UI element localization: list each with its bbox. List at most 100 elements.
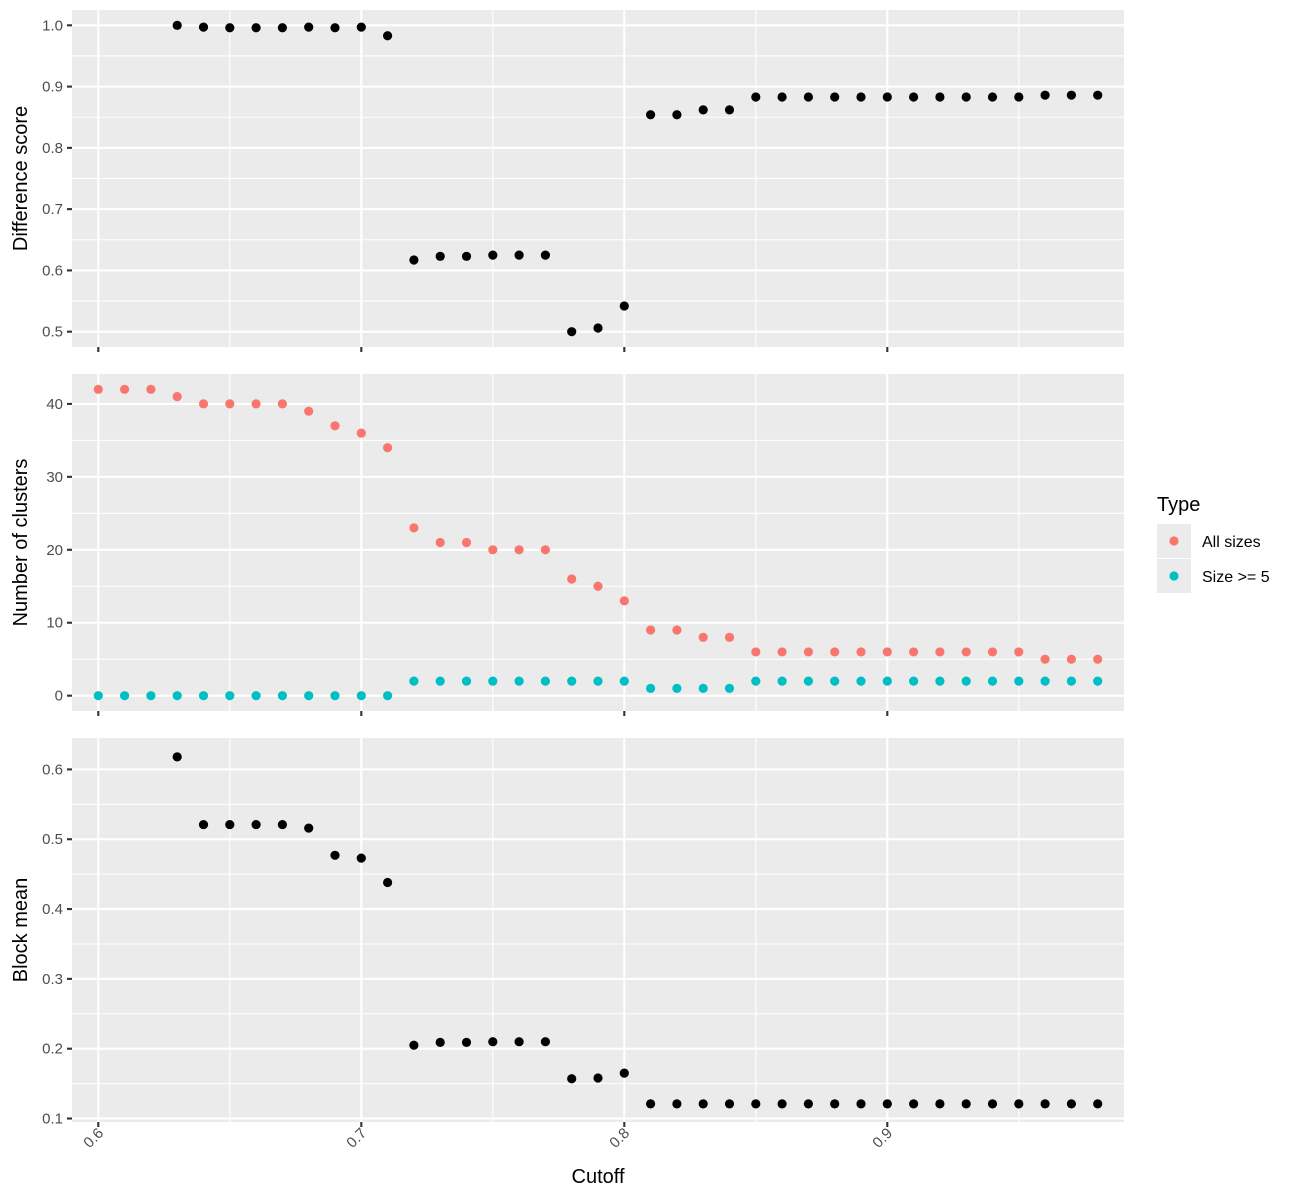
data-point: [514, 1037, 524, 1047]
data-point: [435, 676, 445, 686]
y-axis-title: Block mean: [10, 878, 32, 983]
data-point: [698, 632, 708, 642]
data-point: [409, 523, 419, 533]
data-point: [435, 1037, 445, 1048]
x-tick-label: 0.6: [80, 1125, 107, 1152]
data-point: [172, 752, 182, 762]
legend-label-all-sizes: All sizes: [1202, 534, 1261, 551]
data-point: [251, 23, 261, 33]
data-point: [383, 691, 393, 701]
data-point: [330, 421, 340, 431]
data-point: [882, 676, 892, 686]
legend-key-size-ge-5: [1169, 571, 1179, 581]
data-point: [488, 1037, 498, 1047]
data-point: [198, 399, 209, 409]
data-point: [1040, 676, 1050, 686]
data-point: [146, 691, 156, 701]
data-point: [856, 1099, 866, 1109]
data-point: [1014, 1099, 1024, 1109]
data-point: [567, 676, 577, 686]
data-point: [251, 819, 261, 830]
data-point: [461, 251, 472, 261]
data-point: [356, 428, 366, 438]
data-point: [409, 676, 419, 686]
data-point: [383, 877, 393, 888]
y-axis-title: Number of clusters: [10, 459, 32, 627]
data-point: [304, 406, 314, 416]
data-point: [777, 647, 787, 657]
data-point: [619, 676, 629, 686]
panel-blockmean: 0.1 0.2 0.3 0.4 0.5 0.6 0.6 0.7 0.8 0.9 Block mean…: [10, 738, 1124, 1188]
data-point: [304, 823, 314, 833]
data-point: [198, 691, 209, 701]
y-tick-label: 30: [46, 469, 63, 486]
data-point: [1093, 1099, 1103, 1109]
y-tick-label: 0.8: [42, 140, 63, 157]
data-point: [803, 1099, 814, 1109]
data-point: [698, 683, 708, 693]
data-point: [935, 1099, 945, 1109]
data-point: [1040, 1099, 1050, 1109]
x-axis-title: Cutoff: [572, 1166, 625, 1188]
data-point: [593, 323, 603, 333]
y-tick-label: 0.5: [42, 831, 63, 848]
data-point: [198, 819, 209, 830]
panel-background: [72, 374, 1124, 711]
data-point: [277, 23, 287, 33]
data-point: [751, 676, 761, 686]
y-tick-label: 0.6: [42, 761, 63, 778]
data-point: [356, 853, 366, 863]
data-point: [830, 647, 840, 657]
panels: 0.5 0.6 0.7 0.8 0.9 1.0 Difference score 0 10 20 3…: [10, 10, 1124, 1188]
data-point: [698, 105, 708, 115]
data-point: [751, 92, 761, 102]
y-tick-label: 0.2: [42, 1041, 63, 1058]
data-point: [409, 255, 419, 265]
data-point: [856, 92, 866, 102]
data-point: [987, 647, 998, 657]
data-point: [461, 676, 472, 686]
series-all-sizes: [93, 384, 1103, 664]
panel-clusters: 0 10 20 30 40 Number of clusters: [10, 374, 1124, 716]
data-point: [93, 384, 103, 394]
data-point: [593, 581, 603, 591]
data-point: [225, 399, 235, 409]
data-point: [514, 676, 524, 686]
data-point: [856, 676, 866, 686]
legend-key-all-sizes: [1169, 536, 1179, 546]
data-point: [356, 691, 366, 701]
data-point: [830, 92, 840, 102]
data-point: [724, 632, 735, 642]
data-point: [540, 545, 551, 555]
data-point: [330, 691, 340, 701]
data-point: [646, 683, 656, 693]
data-point: [672, 1099, 682, 1109]
y-tick-label: 0: [55, 688, 63, 705]
series-blockmean-points: [172, 752, 1103, 1109]
data-point: [882, 92, 892, 102]
data-point: [987, 92, 998, 102]
data-point: [803, 676, 814, 686]
series-difference-points: [172, 20, 1103, 337]
data-point: [540, 1037, 551, 1047]
data-point: [1014, 676, 1024, 686]
data-point: [225, 819, 235, 830]
y-tick-label: 0.7: [42, 201, 63, 218]
data-point: [330, 23, 340, 33]
data-point: [304, 22, 314, 32]
data-point: [198, 22, 209, 32]
data-point: [304, 691, 314, 701]
data-point: [909, 676, 919, 686]
data-point: [567, 327, 577, 337]
data-point: [1040, 654, 1050, 664]
data-point: [935, 676, 945, 686]
data-point: [409, 1040, 419, 1050]
data-point: [909, 647, 919, 657]
data-point: [435, 251, 445, 261]
y-tick-label: 10: [46, 615, 63, 632]
data-point: [120, 384, 130, 394]
legend-label-size-ge-5: Size >= 5: [1202, 569, 1270, 586]
x-tick-label: 0.9: [869, 1125, 896, 1152]
data-point: [724, 1099, 735, 1109]
data-point: [251, 691, 261, 701]
